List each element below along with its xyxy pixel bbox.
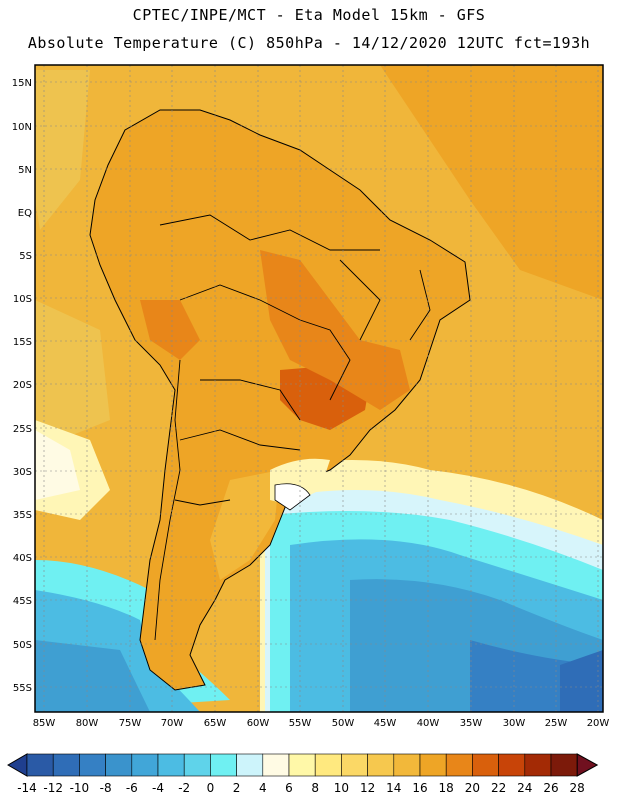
longitude-label: 20W: [587, 718, 610, 729]
color-bar-swatch: [419, 753, 447, 777]
color-bar-swatch: [314, 753, 342, 777]
color-bar-label: 10: [334, 781, 349, 795]
color-bar-min-arrow: [7, 753, 28, 777]
color-bar-swatch: [210, 753, 237, 777]
north-atlantic-warm-zone: [380, 65, 603, 300]
color-bar-label: -8: [100, 781, 112, 795]
longitude-label: 35W: [460, 718, 483, 729]
color-bar-label: 20: [465, 781, 480, 795]
longitude-label: 25W: [545, 718, 568, 729]
latitude-label: 10S: [13, 294, 32, 305]
color-bar-swatch: [79, 753, 106, 777]
color-bar-label: -12: [43, 781, 63, 795]
color-bar-label: 8: [311, 781, 319, 795]
longitude-label: 65W: [204, 718, 227, 729]
latitude-label: 55S: [13, 683, 32, 694]
color-bar-swatch: [183, 753, 211, 777]
color-bar-label: -4: [152, 781, 164, 795]
pacific-mid-zone: [35, 300, 110, 440]
color-bar-swatch: [26, 753, 54, 777]
color-bar-label: 18: [439, 781, 454, 795]
latitude-label: 15N: [12, 78, 32, 89]
latitude-label: 40S: [13, 553, 32, 564]
longitude-label: 55W: [289, 718, 312, 729]
color-bar-swatch: [105, 753, 133, 777]
color-bar-label: 24: [517, 781, 532, 795]
color-bar-swatches: [7, 753, 599, 777]
color-bar-max-arrow: [576, 753, 599, 777]
color-bar-labels: -14 -12 -10 -8 -6 -4 -2 0 2 4 6 8 10 12 14 16 18 20 22 24 26…: [17, 781, 585, 795]
color-bar-label: 4: [259, 781, 267, 795]
longitude-label: 30W: [503, 718, 526, 729]
color-bar-label: -6: [126, 781, 138, 795]
color-bar-swatch: [472, 753, 499, 777]
latitude-label: 45S: [13, 596, 32, 607]
latitude-label: 25S: [13, 424, 32, 435]
longitude-label: 75W: [119, 718, 142, 729]
longitude-label: 80W: [76, 718, 99, 729]
longitude-label: 45W: [374, 718, 397, 729]
color-bar-label: 12: [360, 781, 375, 795]
color-bar-label: 2: [233, 781, 241, 795]
color-bar-swatch: [262, 753, 290, 777]
pacific-white-zone: [35, 430, 80, 500]
latitude-label: 35S: [13, 510, 32, 521]
color-bar: -14 -12 -10 -8 -6 -4 -2 0 2 4 6 8 10 12 14 16 18 20 22 24 26…: [7, 753, 599, 795]
longitude-label: 40W: [417, 718, 440, 729]
temperature-map: 15N 10N 5N EQ 5S 10S 15S 20S 25S 30S 35S 40S 45S 50S 5…: [12, 64, 610, 729]
color-bar-label: -14: [17, 781, 37, 795]
longitude-label: 70W: [161, 718, 184, 729]
color-bar-swatch: [341, 753, 368, 777]
color-bar-swatch: [393, 753, 421, 777]
color-bar-swatch: [445, 753, 473, 777]
latitude-label: 20S: [13, 380, 32, 391]
color-bar-swatch: [52, 753, 80, 777]
longitude-labels: 85W 80W 75W 70W 65W 60W 55W 50W 45W 40W 35W 30W 25W 2…: [33, 718, 610, 729]
color-bar-label: 6: [285, 781, 293, 795]
color-bar-swatch: [131, 753, 159, 777]
color-bar-label: -10: [70, 781, 90, 795]
map-title-line-2: Absolute Temperature (C) 850hPa - 14/12/…: [27, 34, 591, 52]
pacific-north-zone: [35, 70, 90, 230]
color-bar-label: 16: [412, 781, 427, 795]
map-title-line-1: CPTEC/INPE/MCT - Eta Model 15km - GFS: [132, 6, 486, 24]
color-bar-swatch: [157, 753, 185, 777]
latitude-label: 15S: [13, 337, 32, 348]
longitude-label: 85W: [33, 718, 56, 729]
latitude-label: 50S: [13, 640, 32, 651]
latitude-label: 10N: [12, 122, 32, 133]
color-bar-label: 0: [207, 781, 215, 795]
latitude-label: 30S: [13, 467, 32, 478]
latitude-label: 5N: [18, 165, 32, 176]
color-bar-label: 22: [491, 781, 506, 795]
color-bar-label: 14: [386, 781, 401, 795]
map-frame: [34, 64, 604, 713]
color-bar-swatch: [550, 753, 578, 777]
color-bar-swatch: [498, 753, 526, 777]
color-bar-label: 28: [570, 781, 585, 795]
temperature-field: [35, 65, 603, 712]
latitude-label: 5S: [19, 251, 32, 262]
color-bar-swatch: [367, 753, 395, 777]
color-bar-swatch: [288, 753, 316, 777]
color-bar-label: -2: [178, 781, 190, 795]
color-bar-swatch: [236, 753, 264, 777]
color-bar-swatch: [524, 753, 552, 777]
color-bar-label: 26: [543, 781, 558, 795]
latitude-labels: 15N 10N 5N EQ 5S 10S 15S 20S 25S 30S 35S 40S 45S 50S 5…: [12, 78, 32, 694]
longitude-label: 50W: [332, 718, 355, 729]
white-polygon: [274, 483, 311, 511]
longitude-label: 60W: [247, 718, 270, 729]
latitude-label: EQ: [18, 208, 32, 219]
